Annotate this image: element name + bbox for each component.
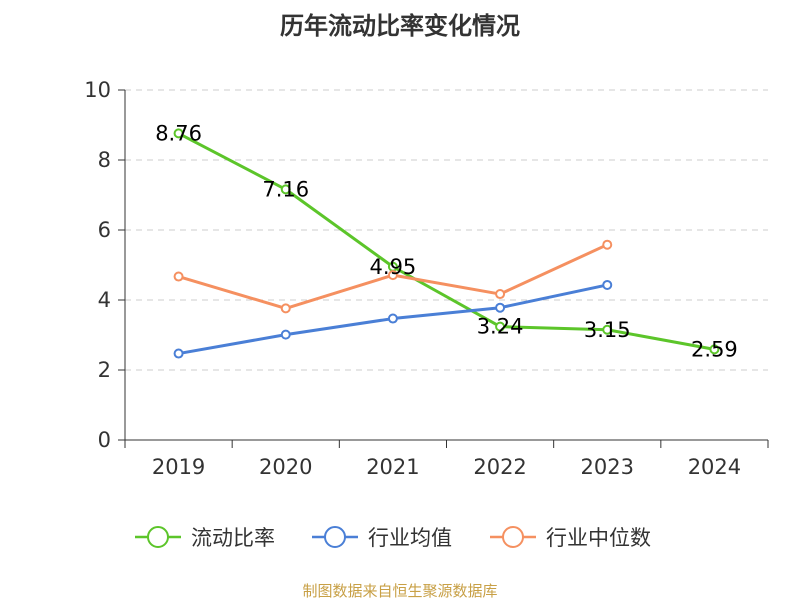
x-tick-label: 2023: [581, 455, 634, 479]
data-point: [280, 303, 291, 314]
x-tick-label: 2020: [259, 455, 312, 479]
axis-layer: 0 2 4 6 8 10 2019 2020 2021 2022 2023 2024: [84, 78, 769, 479]
data-point: [709, 344, 720, 355]
legend-swatch-marker: [147, 526, 169, 548]
legend-label: 行业中位数: [546, 526, 651, 550]
data-label: 2.59: [691, 337, 738, 361]
data-point: [173, 271, 184, 282]
x-tick-label: 2021: [366, 455, 419, 479]
data-point: [173, 348, 184, 359]
y-tick-label: 8: [98, 148, 111, 172]
data-label: 8.76: [155, 121, 202, 145]
legend-label: 行业均值: [368, 526, 452, 550]
source-text: 制图数据来自恒生聚源数据库: [302, 582, 497, 600]
legend-swatch-marker: [324, 526, 346, 548]
grid-layer: [125, 89, 768, 371]
x-tick-label: 2024: [688, 455, 741, 479]
data-point: [173, 128, 184, 139]
y-tick-label: 2: [98, 358, 111, 382]
legend-swatch-marker: [502, 526, 524, 548]
data-point: [495, 321, 506, 332]
data-point: [387, 270, 398, 281]
legend-item: 行业均值: [312, 526, 452, 550]
data-point: [602, 324, 613, 335]
data-point: [387, 313, 398, 324]
data-point: [280, 329, 291, 340]
chart-title: 历年流动比率变化情况: [280, 12, 520, 40]
legend-label: 流动比率: [191, 526, 275, 550]
data-label-layer: 8.76 7.16 4.95 3.24 3.15 2.59: [155, 121, 738, 361]
legend-item: 流动比率: [135, 526, 275, 550]
x-tick-label: 2019: [152, 455, 205, 479]
series-line-1: [177, 132, 715, 351]
legend: 流动比率 行业均值 行业中位数: [135, 526, 651, 550]
y-tick-label: 0: [98, 428, 111, 452]
data-label: 4.95: [370, 255, 417, 279]
data-point: [495, 289, 506, 300]
data-point: [280, 184, 291, 195]
y-tick-label: 10: [84, 78, 111, 102]
y-tick-label: 6: [98, 218, 111, 242]
data-point: [495, 302, 506, 313]
data-point: [602, 279, 613, 290]
data-label: 7.16: [262, 177, 309, 201]
y-tick-label: 4: [98, 288, 111, 312]
data-point: [602, 239, 613, 250]
data-label: 3.15: [584, 318, 631, 342]
data-label: 3.24: [477, 315, 524, 339]
legend-item: 行业中位数: [490, 526, 651, 550]
series-layer: [173, 128, 720, 359]
x-tick-label: 2022: [473, 455, 526, 479]
